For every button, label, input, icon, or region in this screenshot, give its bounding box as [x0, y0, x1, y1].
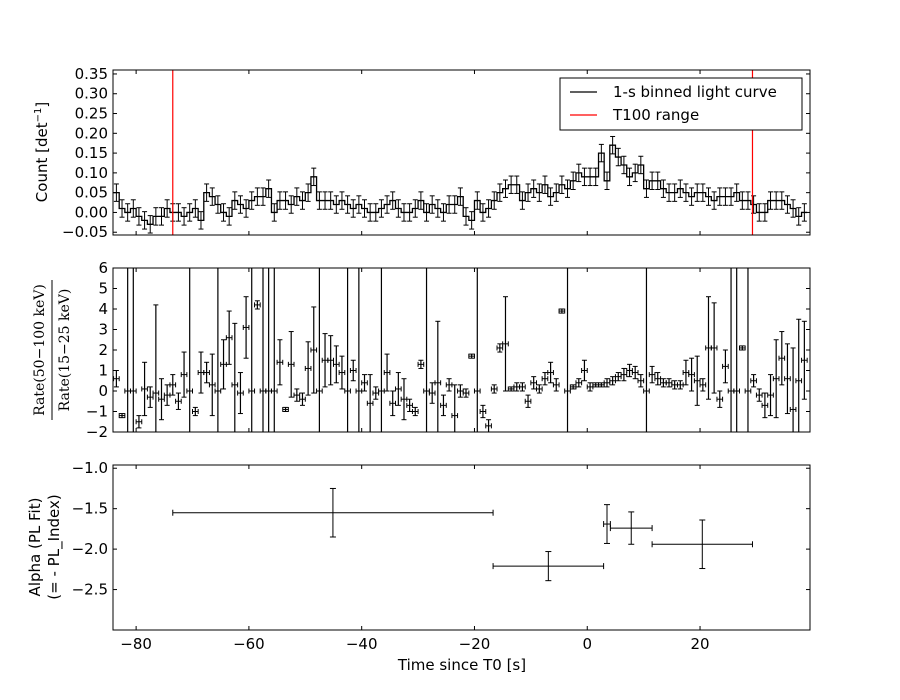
x-tick-label: 0 [582, 635, 592, 653]
y-tick-label: 0.25 [75, 105, 108, 123]
alpha-ylabel-line2: (= - PL_Index) [45, 494, 64, 599]
light-curve-panel: −0.05 0.000.05 0.10 0.15 0.200.25 0.30 0.35 [62, 65, 811, 241]
y-tick-label: 0 [98, 382, 108, 400]
x-tick-label: 20 [690, 635, 709, 653]
y-tick-label: 3 [98, 321, 108, 339]
x-tick-label: −60 [233, 635, 265, 653]
y-tick-label: −2.5 [72, 581, 108, 599]
legend-box [559, 77, 803, 131]
hardness-ratio-ylabel-numerator: Rate(50−100 keV) [32, 284, 48, 416]
y-tick-label: 0.30 [75, 85, 108, 103]
y-tick-label: 0.05 [75, 184, 108, 202]
y-tick-label: 0.15 [75, 144, 108, 162]
plot-area [172, 487, 753, 582]
y-tick-label: 1 [98, 362, 108, 380]
y-tick-label: 0.00 [75, 203, 108, 221]
y-tick-label: 4 [98, 300, 108, 318]
x-tick-label: −20 [459, 635, 491, 653]
hardness-ratio-ylabel: Rate(50−100 keV) Rate(15−25 keV) [32, 280, 73, 420]
axes-frame [112, 464, 811, 631]
x-tick-label: −80 [120, 635, 152, 653]
y-tick-label: −1 [86, 403, 108, 421]
y-tick-label: 6 [98, 259, 108, 277]
y-tick-label: −1.0 [72, 459, 108, 477]
plot-area [113, 70, 808, 235]
y-tick-label: −0.05 [62, 223, 108, 241]
legend: 1-s binned light curve T100 range [559, 77, 803, 131]
legend-t100-label: T100 range [612, 106, 699, 124]
axes-frame [112, 69, 811, 236]
light-curve-ylabel: Count [det−1] [33, 102, 51, 202]
x-tick-label: −40 [346, 635, 378, 653]
y-tick-label: −2.0 [72, 540, 108, 558]
y-tick-label: 2 [98, 341, 108, 359]
y-tick-label: 0.20 [75, 124, 108, 142]
y-tick-label: 0.10 [75, 164, 108, 182]
y-tick-label: 5 [98, 280, 108, 298]
hardness-ratio-ylabel-denominator: Rate(15−25 keV) [57, 289, 73, 412]
plot-area [113, 268, 808, 432]
x-axis-label: Time since T0 [s] [397, 656, 526, 674]
alpha-ylabel-line1: Alpha (PL Fit) [26, 498, 44, 597]
y-tick-label: −2 [86, 423, 108, 441]
hardness-ratio-panel: −2 −1 0 1 2 3 4 5 6 [86, 259, 811, 441]
y-tick-label: −1.5 [72, 500, 108, 518]
light-curve-step [113, 144, 808, 225]
y-tick-label: 0.35 [75, 65, 108, 83]
alpha-panel: −80 −60 −40 −20 0 20 −1.0 −1.5 −2.0 −2.5 [72, 459, 811, 653]
legend-light-curve-label: 1-s binned light curve [613, 83, 777, 101]
axes-frame [112, 267, 811, 433]
